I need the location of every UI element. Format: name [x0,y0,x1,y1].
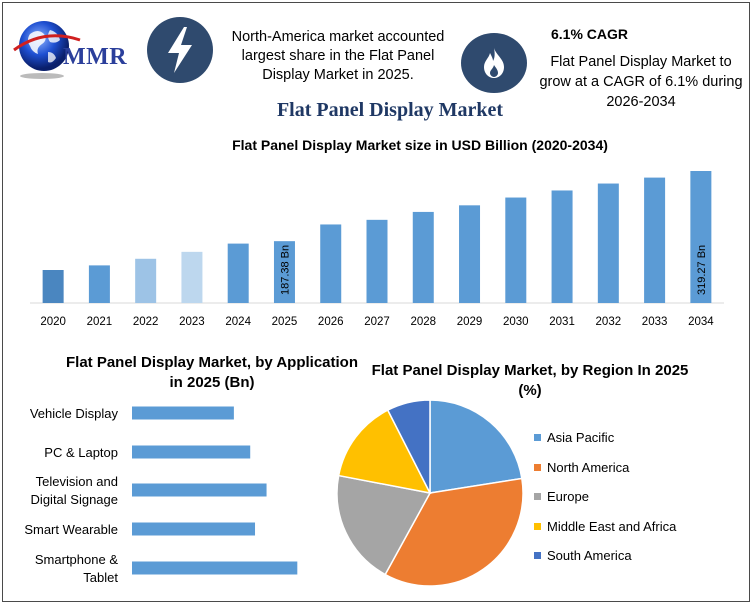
market-size-chart-title: Flat Panel Display Market size in USD Bi… [232,137,608,153]
bar-2029 [459,205,481,303]
x-tick-label: 2027 [364,316,390,328]
application-label: PC & Laptop [44,445,118,460]
application-label: Tablet [83,570,118,585]
market-size-bar-chart: 2020 2021 2022 2023 2024 2025 187.38 Bn 2026 202… [30,171,724,328]
bar-2030 [505,197,527,303]
x-tick-label: 2025 [272,316,298,328]
bar-2024 [227,243,249,303]
legend-item: Middle East and Africa [534,512,676,542]
region-chart-title: Flat Panel Display Market, by Region In … [371,362,689,399]
cagr-title: 6.1% CAGR [551,26,629,42]
x-tick-label: 2030 [503,316,529,328]
cagr-info-text: Flat Panel Display Market to grow at a C… [539,54,743,110]
mmr-logo: MMR [12,16,140,80]
pie-slice-south-america [386,399,431,494]
bar-2025 [273,241,295,303]
bar-2033 [644,177,666,303]
application-label: Digital Signage [31,492,118,507]
application-bar [132,406,234,420]
bar-2028 [412,211,434,303]
x-tick-label: 2031 [549,316,575,328]
bar-data-label: 187.38 Bn [279,245,291,295]
bar-2022 [135,258,157,303]
legend-swatch [534,552,541,560]
legend-item: Europe [534,482,676,512]
x-tick-label: 2020 [40,316,66,328]
x-tick-label: 2026 [318,316,344,328]
pie-slice-middle-east-and-africa [337,409,432,495]
legend-swatch [534,463,541,471]
x-tick-label: 2028 [410,316,436,328]
x-tick-label: 2033 [642,316,668,328]
x-tick-label: 2022 [133,316,159,328]
application-chart-title: Flat Panel Display Market, by Applicatio… [65,354,359,391]
legend-swatch [534,493,541,501]
application-bar [132,483,267,497]
bar-2027 [366,219,388,303]
legend-item: North America [534,453,676,483]
x-tick-label: 2029 [457,316,483,328]
legend-swatch [534,522,541,530]
logo-text: MMR [63,44,128,70]
application-label: Smartphone & [35,552,118,567]
application-label: Smart Wearable [24,522,118,537]
lightning-bolt-icon [147,17,213,83]
legend-label: Middle East and Africa [547,518,677,534]
bar-2032 [597,183,619,303]
application-bar [132,522,256,536]
legend-label: Europe [547,489,589,505]
x-tick-label: 2023 [179,316,205,328]
x-tick-label: 2021 [87,316,113,328]
legend-label: Asia Pacific [547,430,615,446]
bar-2031 [551,190,573,303]
application-bar [132,445,251,459]
north-america-info-text: North-America market accounted largest s… [231,29,445,83]
region-legend: Asia Pacific North America Europe Middle Ea… [534,423,676,571]
legend-swatch [534,434,541,442]
legend-item: South America [534,541,676,571]
x-tick-label: 2032 [596,316,622,328]
bar-2026 [320,224,342,303]
legend-item: Asia Pacific [534,423,676,453]
application-label: Television and [36,474,118,489]
bar-2034 [690,171,712,303]
application-label: Vehicle Display [30,406,119,421]
bar-2023 [181,251,203,303]
globe-icon [13,21,81,79]
pie-slice-asia-pacific [429,399,523,494]
flame-icon [461,33,527,93]
application-bar [132,561,298,575]
legend-label: South America [547,548,632,564]
legend-label: North America [547,459,630,475]
pie-slice-north-america [384,477,524,587]
x-tick-label: 2034 [688,316,714,328]
pie-slice-europe [336,474,432,576]
bar-2021 [88,265,110,303]
x-tick-label: 2024 [225,316,251,328]
bar-2020 [42,270,64,303]
page-title: Flat Panel Display Market [276,99,504,121]
bar-data-label: 319.27 Bn [696,245,708,295]
